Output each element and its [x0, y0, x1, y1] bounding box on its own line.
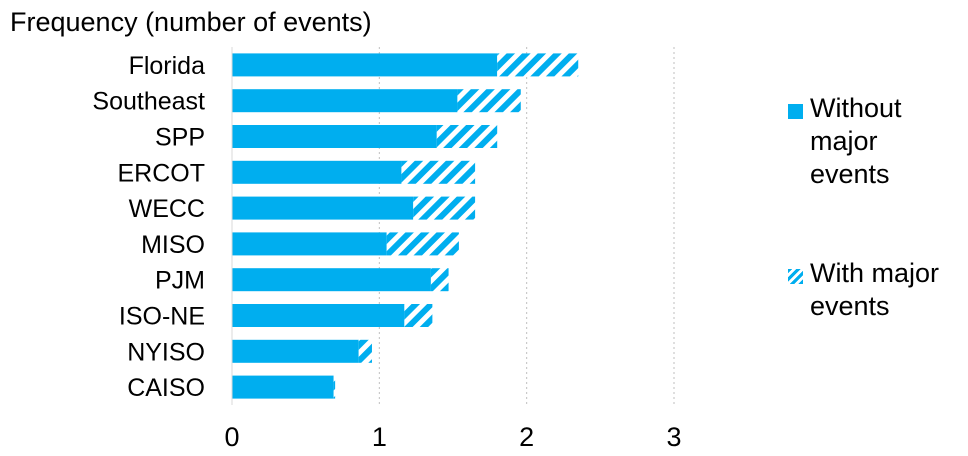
legend: Without major events With major events	[788, 92, 963, 323]
category-label: CAISO	[127, 374, 205, 402]
bar-with-major-events-pjm	[430, 268, 449, 292]
x-tick-label: 0	[224, 422, 239, 452]
bar-without-major-events-wecc	[232, 196, 414, 220]
category-label: ERCOT	[118, 159, 206, 187]
bar-with-major-events-miso	[386, 232, 459, 256]
axes: Florida Southeast SPP ERCOT WECC MISO PJM ISO-N…	[92, 47, 682, 452]
bar-without-major-events-southeast	[232, 89, 458, 113]
legend-item-without-major-events: Without major events	[788, 92, 963, 191]
category-label: Southeast	[92, 88, 205, 116]
bar-with-major-events-florida	[497, 53, 579, 77]
x-tick-label: 3	[666, 422, 681, 452]
category-label: WECC	[129, 195, 205, 223]
legend-swatch-solid	[788, 104, 803, 119]
category-label: NYISO	[127, 338, 205, 366]
legend-label: Without major events	[810, 93, 902, 189]
bar-with-major-events-iso-ne	[404, 304, 433, 327]
bar-without-major-events-ercot	[232, 160, 402, 184]
category-label: ISO-NE	[119, 303, 205, 331]
bar-with-major-events-wecc	[413, 196, 476, 220]
legend-label: With major events	[810, 258, 940, 321]
x-tick-label: 2	[519, 422, 534, 452]
bar-with-major-events-southeast	[457, 89, 521, 113]
legend-item-with-major-events: With major events	[788, 257, 963, 323]
bar-without-major-events-spp	[232, 125, 437, 148]
bar-without-major-events-florida	[232, 53, 498, 77]
bar-without-major-events-miso	[232, 232, 387, 256]
bar-without-major-events-pjm	[232, 268, 431, 292]
category-label: Florida	[129, 52, 206, 80]
bar-without-major-events-caiso	[232, 375, 334, 399]
bar-with-major-events-ercot	[401, 160, 476, 184]
x-tick-label: 1	[372, 422, 387, 452]
bar-with-major-events-caiso	[333, 375, 336, 399]
legend-swatch-hatched	[788, 269, 803, 284]
bar-without-major-events-nyiso	[232, 339, 359, 363]
category-label: MISO	[141, 231, 205, 259]
bar-with-major-events-nyiso	[358, 339, 372, 363]
bars	[232, 53, 579, 399]
category-label: PJM	[155, 267, 205, 295]
bar-with-major-events-spp	[436, 125, 498, 148]
bar-without-major-events-iso-ne	[232, 304, 405, 327]
chart-title: Frequency (number of events)	[10, 7, 372, 37]
category-label: SPP	[155, 124, 205, 152]
